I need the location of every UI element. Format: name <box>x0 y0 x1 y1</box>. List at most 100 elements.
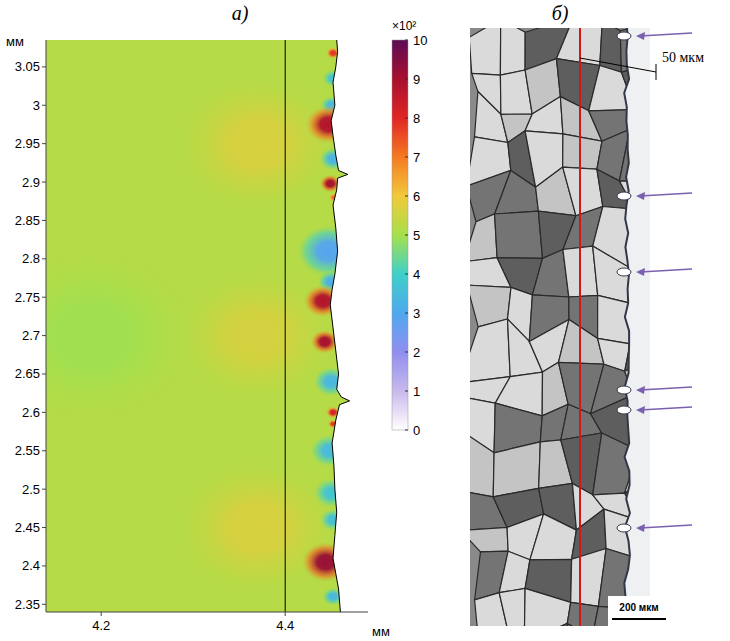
annotation: 50 мкм <box>662 50 704 65</box>
y-tick-label: 2.85 <box>15 213 40 228</box>
colorbar-tick <box>405 352 408 353</box>
mount-region <box>624 28 650 626</box>
x-axis <box>46 612 368 613</box>
colorbar-tick <box>405 40 408 41</box>
colorbar-tick-label: 4 <box>413 267 420 282</box>
arrow <box>640 269 692 272</box>
colorbar-tick <box>405 313 408 314</box>
y-tick <box>42 565 46 566</box>
colorbar-tick-label: 0 <box>413 423 420 438</box>
reference-line <box>285 40 286 612</box>
x-tick-label: 4.4 <box>276 618 294 633</box>
micrograph <box>470 28 650 626</box>
annotation-leader <box>580 58 656 72</box>
y-axis-unit: мм <box>6 34 24 49</box>
pore <box>617 524 631 532</box>
figure: а) 2.35 2.4 2.45 2.5 2.55 2.6 2.65 2.7 2.75 2.8 2.8… <box>0 0 730 641</box>
grain <box>567 602 598 626</box>
grain <box>524 588 570 626</box>
pore <box>617 386 631 394</box>
x-axis-unit: мм <box>372 624 390 639</box>
scale-bar <box>612 618 666 620</box>
scale-bar-label: 200 мкм <box>619 602 658 613</box>
y-tick <box>42 66 46 67</box>
annotation-leader <box>656 64 657 80</box>
grain <box>470 433 494 497</box>
y-tick <box>42 335 46 336</box>
colorbar-tick <box>405 157 408 158</box>
y-tick-label: 2.4 <box>22 558 40 573</box>
y-tick-label: 2.5 <box>22 482 40 497</box>
reference-line <box>579 28 581 626</box>
colorbar-tick <box>405 235 408 236</box>
grain <box>470 28 501 75</box>
y-tick <box>42 220 46 221</box>
y-tick <box>42 527 46 528</box>
arrowhead <box>636 524 645 532</box>
grain <box>530 514 577 560</box>
y-tick <box>42 450 46 451</box>
y-tick <box>42 105 46 106</box>
y-axis <box>46 40 47 612</box>
arrow <box>640 33 692 36</box>
colorbar-tick-label: 8 <box>413 111 420 126</box>
colorbar-tick <box>405 430 408 431</box>
y-tick <box>42 143 46 144</box>
grain <box>493 442 540 497</box>
colorbar <box>392 40 408 430</box>
y-tick <box>42 373 46 374</box>
grain <box>524 623 573 626</box>
plot-area <box>46 40 368 612</box>
sample-edge <box>624 28 630 625</box>
pore <box>617 32 631 40</box>
colorbar-tick-label: 7 <box>413 150 420 165</box>
x-tick <box>285 612 286 616</box>
arrow <box>640 407 692 410</box>
y-tick-label: 2.9 <box>22 175 40 190</box>
y-tick <box>42 489 46 490</box>
y-tick-label: 2.95 <box>15 136 40 151</box>
scale-bar-patch <box>608 596 670 626</box>
colorbar-tick-label: 2 <box>413 345 420 360</box>
grain <box>495 170 539 214</box>
colorbar-tick-label: 1 <box>413 384 420 399</box>
arrow <box>640 193 692 196</box>
grain <box>563 134 602 169</box>
arrowhead <box>636 386 645 394</box>
y-tick-label: 2.7 <box>22 328 40 343</box>
y-tick-label: 2.65 <box>15 366 40 381</box>
y-tick <box>42 604 46 605</box>
y-tick-label: 3 <box>33 98 40 113</box>
y-tick-label: 2.8 <box>22 251 40 266</box>
pore <box>617 406 631 414</box>
field-spot <box>175 75 341 213</box>
y-tick-label: 2.6 <box>22 405 40 420</box>
x-tick <box>101 612 102 616</box>
panel-label: а) <box>232 2 249 25</box>
arrow <box>640 387 692 390</box>
y-tick-label: 2.45 <box>15 520 40 535</box>
y-tick <box>42 182 46 183</box>
grain <box>500 28 525 75</box>
y-tick-label: 2.35 <box>15 597 40 612</box>
arrowhead <box>636 406 645 414</box>
y-tick <box>42 258 46 259</box>
colorbar-tick <box>405 274 408 275</box>
arrow <box>640 525 692 528</box>
colorbar-tick-label: 6 <box>413 189 420 204</box>
y-tick-label: 2.75 <box>15 290 40 305</box>
surface-profile <box>330 40 349 612</box>
colorbar-multiplier: ×10² <box>392 19 416 33</box>
grain <box>470 214 497 262</box>
arrowhead <box>636 268 645 276</box>
colorbar-tick-label: 3 <box>413 306 420 321</box>
colorbar-tick <box>405 196 408 197</box>
colorbar-tick-label: 9 <box>413 72 420 87</box>
arrowhead <box>636 32 645 40</box>
colorbar-tick <box>405 391 408 392</box>
pore <box>617 192 631 200</box>
x-tick-label: 4.2 <box>92 618 110 633</box>
grain <box>470 319 510 383</box>
y-tick-label: 2.55 <box>15 443 40 458</box>
grain <box>499 588 525 626</box>
